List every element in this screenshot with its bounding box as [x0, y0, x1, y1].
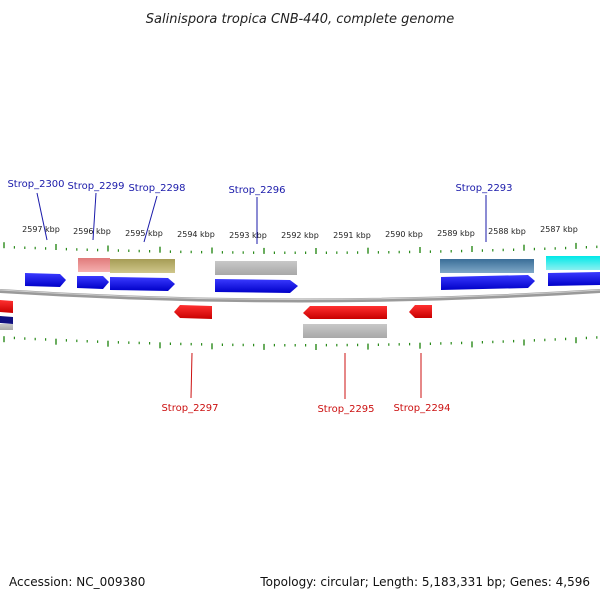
ruler-label: 2595 kbp: [125, 229, 163, 238]
accession-text: Accession: NC_009380: [9, 575, 145, 589]
gene-labels-bottom: Strop_2297 Strop_2295 Strop_2294: [161, 403, 450, 415]
genome-backbone-highlight: [0, 289, 600, 300]
gene-label-strop-2296[interactable]: Strop_2296: [228, 185, 285, 196]
forward-gene-arrow[interactable]: [110, 277, 175, 291]
leader-lines-bottom: [190, 352, 422, 399]
ruler-label: 2592 kbp: [281, 231, 319, 240]
leader-lines-top: [36, 192, 487, 244]
reverse-genes: [0, 300, 432, 338]
reverse-gene-arrow[interactable]: [303, 306, 387, 319]
feature-box-cyan[interactable]: [546, 256, 600, 270]
gene-label-strop-2295[interactable]: Strop_2295: [317, 404, 374, 415]
forward-gene-arrow[interactable]: [25, 273, 66, 287]
gene-labels-top: Strop_2300 Strop_2299 Strop_2298 Strop_2…: [7, 179, 512, 196]
feature-box-steel[interactable]: [440, 259, 534, 273]
forward-gene-partial[interactable]: [548, 272, 600, 286]
ruler-label: 2589 kbp: [437, 229, 475, 238]
ruler-ticks-top: [3, 242, 598, 254]
ruler-label: 2591 kbp: [333, 231, 371, 240]
reverse-gene-arrow[interactable]: [174, 305, 212, 319]
forward-gene-arrow[interactable]: [77, 276, 109, 289]
ruler-label: 2597 kbp: [22, 225, 60, 234]
feature-box-olive[interactable]: [110, 259, 175, 273]
genome-summary-text: Topology: circular; Length: 5,183,331 bp…: [259, 575, 590, 589]
genome-backbone: [0, 289, 600, 303]
gene-label-strop-2297[interactable]: Strop_2297: [161, 403, 218, 414]
ruler-labels: 2597 kbp 2596 kbp 2595 kbp 2594 kbp 2593…: [22, 225, 578, 240]
feature-box-pink[interactable]: [78, 258, 110, 272]
ruler-ticks-bottom: [3, 336, 598, 350]
ruler-label: 2590 kbp: [385, 230, 423, 239]
ruler-label: 2588 kbp: [488, 227, 526, 236]
ruler-label: 2594 kbp: [177, 230, 215, 239]
forward-gene-arrow[interactable]: [215, 279, 298, 293]
forward-genes: [25, 272, 600, 293]
reverse-gene-partial[interactable]: [0, 300, 13, 313]
forward-gene-arrow[interactable]: [441, 275, 535, 290]
ruler-label: 2587 kbp: [540, 225, 578, 234]
ruler-label: 2593 kbp: [229, 231, 267, 240]
feature-box-grey[interactable]: [303, 324, 387, 338]
feature-box-grey[interactable]: [215, 261, 297, 275]
gene-label-strop-2293[interactable]: Strop_2293: [455, 183, 512, 194]
gene-label-strop-2298[interactable]: Strop_2298: [128, 183, 185, 194]
feature-box-grey-edge[interactable]: [0, 324, 13, 330]
reverse-gene-arrow[interactable]: [409, 305, 432, 318]
ruler-label: 2596 kbp: [73, 227, 111, 236]
gene-label-strop-2294[interactable]: Strop_2294: [393, 403, 450, 414]
map-title: Salinispora tropica CNB-440, complete ge…: [146, 12, 454, 27]
reverse-gene-partial-dark[interactable]: [0, 316, 13, 324]
gene-label-strop-2299[interactable]: Strop_2299: [67, 181, 124, 192]
gene-label-strop-2300[interactable]: Strop_2300: [7, 179, 64, 190]
